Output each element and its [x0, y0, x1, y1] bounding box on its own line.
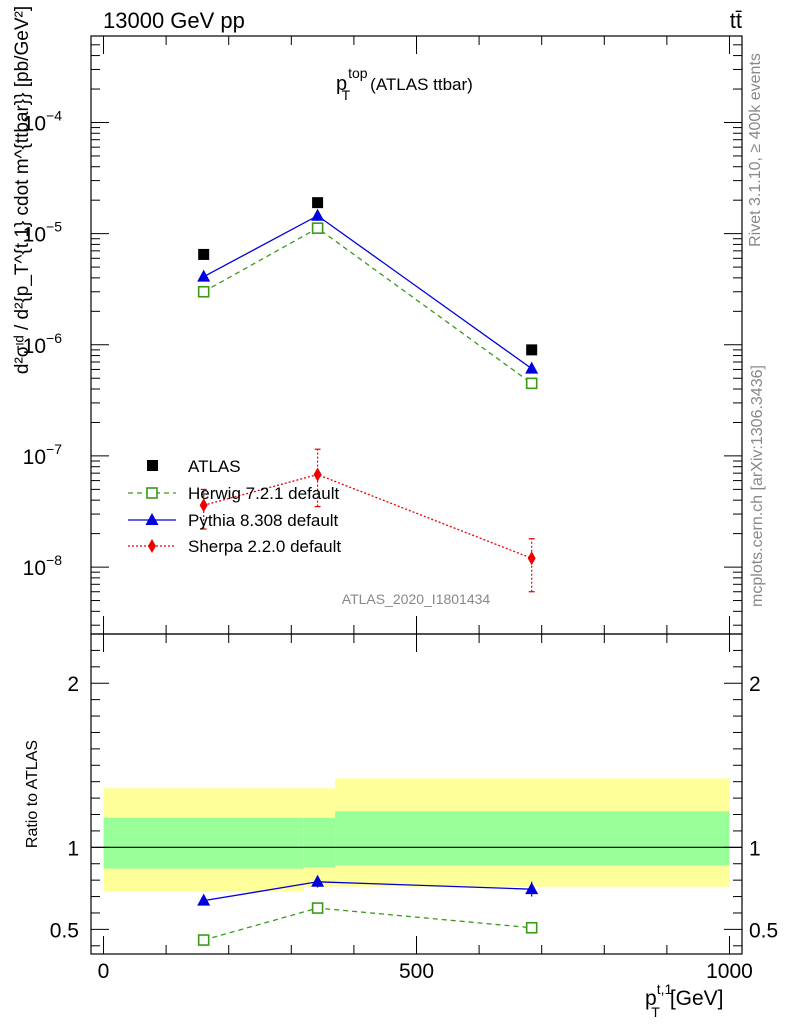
main-panel: 10−410−510−610−710−8 ptop T(ATLAS ttbar) … — [12, 6, 743, 635]
main-point-atlas-2 — [526, 344, 538, 356]
legend-label-pythia: Pythia 8.308 default — [188, 511, 339, 530]
legend-item-herwig: Herwig 7.2.1 default — [128, 484, 339, 503]
x-axis-label-sup: t,1 — [657, 981, 673, 997]
ratio-panel: 0 500 1000 0.5 0.5 1 1 2 2 Ratio to ATLAS pt,1 T [… — [24, 633, 778, 1020]
final-state-label: tt̄ — [730, 8, 742, 33]
main-ytick-label-exp-2: −6 — [46, 330, 62, 346]
main-point-pythia-0 — [197, 269, 211, 282]
main-ytick-label-exp-0: −4 — [46, 107, 62, 123]
main-markers — [197, 197, 539, 566]
ratio-ytick-label-right-1: 1 — [749, 837, 761, 860]
ratio-band-inner-2 — [335, 811, 730, 866]
ratio-tick-labels: 0 500 1000 0.5 0.5 1 1 2 2 — [50, 673, 778, 983]
ratio-ytick-label-left-1: 1 — [67, 837, 79, 860]
main-ytick-label-base-0: 10 — [23, 112, 46, 135]
main-title: ptop T (ATLAS ttbar) — [336, 65, 473, 103]
main-ylabel: d²σᶦᵈ / d²{p_T^{t,1} cdot m^{ttbar}} [pb… — [12, 6, 33, 374]
main-ytick-label-2: 10−6 — [23, 330, 63, 358]
ratio-point-pythia-2 — [525, 882, 539, 895]
legend-label-sherpa: Sherpa 2.2.0 default — [188, 537, 341, 556]
main-series-lines — [203, 214, 533, 559]
legend-marker-pythia — [145, 513, 159, 525]
main-point-sherpa-2 — [527, 551, 536, 566]
main-line-pythia — [203, 214, 533, 370]
ratio-ytick-label-left-0.5: 0.5 — [50, 919, 79, 942]
main-ytick-label-base-2: 10 — [23, 335, 46, 358]
ratio-band-inner-1 — [303, 817, 336, 868]
legend-label-atlas: ATLAS — [188, 457, 241, 476]
main-ytick-label-base-1: 10 — [23, 224, 46, 247]
ratio-band-inner-0 — [103, 817, 304, 869]
main-ytick-labels: 10−410−510−610−710−8 — [23, 107, 63, 580]
legend-item-atlas: ATLAS — [147, 457, 241, 476]
main-ytick-label-4: 10−8 — [23, 552, 63, 580]
ratio-point-herwig-0 — [197, 934, 210, 946]
main-ytick-label-base-4: 10 — [23, 557, 46, 580]
ratio-bands — [103, 778, 730, 892]
ratio-point-pythia-0 — [197, 893, 211, 906]
main-point-pythia-2 — [525, 361, 539, 374]
main-point-sherpa-0 — [199, 498, 208, 513]
ratio-xtick-label-0: 0 — [98, 960, 110, 983]
ratio-line-herwig — [203, 907, 532, 941]
x-axis-label-unit: [GeV] — [670, 987, 724, 1010]
main-point-sherpa-1 — [313, 467, 322, 482]
main-ytick-label-exp-4: −8 — [46, 552, 62, 568]
ratio-xtick-label-1000: 1000 — [706, 960, 753, 983]
main-title-sub: T — [342, 87, 351, 103]
ratio-markers — [197, 874, 539, 946]
analysis-id: ATLAS_2020_I1801434 — [342, 591, 491, 607]
main-ytick-label-exp-3: −7 — [46, 441, 62, 457]
ratio-xtick-label-500: 500 — [399, 960, 434, 983]
main-point-herwig-1 — [311, 222, 324, 234]
ratio-ytick-label-right-2: 2 — [749, 673, 761, 696]
legend-item-pythia: Pythia 8.308 default — [128, 511, 339, 530]
main-point-herwig-2 — [525, 377, 538, 390]
main-ytick-label-base-3: 10 — [23, 446, 46, 469]
main-ticks — [91, 36, 742, 634]
main-ytick-label-3: 10−7 — [23, 441, 63, 469]
main-title-sup: top — [348, 65, 368, 81]
main-title-symbol: p — [336, 73, 347, 95]
main-title-suffix: (ATLAS ttbar) — [370, 75, 473, 94]
ratio-point-pythia-1 — [311, 874, 325, 887]
legend-item-sherpa: Sherpa 2.2.0 default — [128, 537, 341, 556]
x-axis-label-symbol: p — [645, 987, 657, 1010]
process-label: 13000 GeV pp — [103, 8, 245, 33]
legend: ATLAS Herwig 7.2.1 default Pythia 8.308 … — [128, 457, 341, 556]
main-ytick-label-0: 10−4 — [23, 107, 63, 135]
legend-label-herwig: Herwig 7.2.1 default — [188, 484, 339, 503]
main-point-atlas-1 — [312, 197, 324, 209]
mcplots-label: mcplots.cern.ch [arXiv:1306.3436] — [749, 365, 766, 607]
legend-marker-sherpa — [148, 539, 156, 553]
ratio-ytick-label-left-2: 2 — [67, 673, 79, 696]
ratio-ylabel: Ratio to ATLAS — [24, 740, 41, 848]
legend-marker-herwig — [146, 487, 158, 499]
legend-marker-atlas — [147, 460, 158, 471]
main-point-herwig-0 — [197, 285, 210, 298]
main-ytick-label-exp-1: −5 — [46, 219, 62, 235]
main-point-pythia-1 — [311, 208, 325, 221]
ratio-ticks — [91, 634, 742, 954]
main-ytick-label-1: 10−5 — [23, 219, 63, 247]
ratio-ytick-label-right-0.5: 0.5 — [749, 919, 778, 942]
x-axis-label: pt,1 T [GeV] — [645, 981, 724, 1020]
main-point-atlas-0 — [198, 248, 210, 260]
ratio-point-herwig-1 — [311, 902, 324, 914]
x-axis-label-sub: T — [651, 1004, 660, 1020]
ratio-point-herwig-2 — [525, 921, 538, 934]
rivet-label: Rivet 3.1.10, ≥ 400k events — [747, 53, 764, 247]
